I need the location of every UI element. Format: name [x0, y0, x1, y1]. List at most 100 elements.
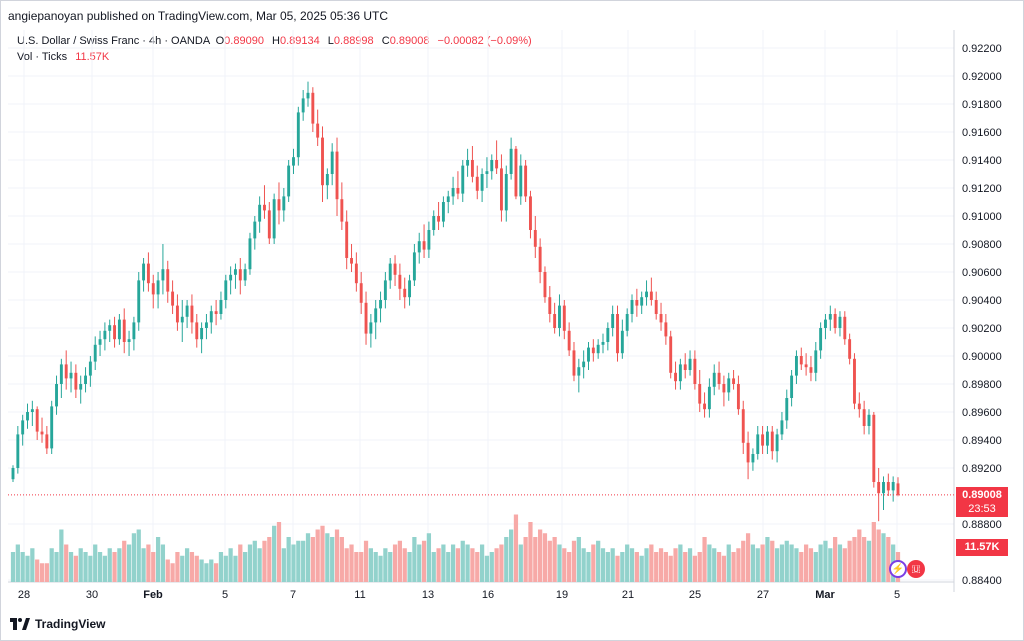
candle-body	[393, 263, 397, 275]
candle-body	[770, 431, 774, 452]
volume-bar	[794, 548, 799, 582]
volume-bar	[620, 552, 625, 582]
volume-bar	[760, 544, 765, 582]
bar-countdown: 23:53	[968, 503, 996, 515]
candle-body	[732, 378, 736, 384]
candle-body	[456, 188, 460, 194]
volume-bar	[683, 552, 688, 582]
high-value: 0.89134	[279, 35, 320, 47]
candle-body	[761, 434, 765, 446]
volume-bar	[344, 548, 349, 582]
candle-body	[345, 221, 349, 258]
candle-body	[219, 300, 223, 314]
volume-bar	[808, 548, 814, 582]
volume-bar	[64, 544, 69, 582]
candle-body	[499, 168, 503, 211]
candle-body	[596, 344, 600, 354]
candle-body	[616, 314, 619, 354]
volume-bar	[489, 552, 494, 582]
volume-bar	[30, 548, 35, 582]
candle-body	[727, 378, 731, 393]
y-tick-label: 0.91000	[962, 211, 1002, 223]
volume-bar	[842, 548, 847, 582]
tradingview-brand[interactable]: TradingView	[10, 617, 105, 631]
candle-body	[446, 196, 450, 202]
volume-bar	[218, 552, 224, 582]
lightning-icon[interactable]: ⚡	[889, 560, 907, 578]
y-tick-label: 0.89200	[962, 463, 1002, 475]
candle-body	[843, 316, 847, 340]
last-price-tag: 0.89008 23:53	[956, 487, 1008, 517]
candle-body	[40, 431, 44, 435]
volume-bar	[286, 537, 291, 582]
symbol-title[interactable]: U.S. Dollar / Swiss Franc · 4h · OANDA	[17, 35, 210, 47]
legend-main-row: U.S. Dollar / Swiss Franc · 4h · OANDA O…	[17, 33, 532, 49]
us-flag-icon[interactable]: 🇺	[907, 560, 925, 578]
volume-bar	[102, 555, 108, 582]
volume-bar	[59, 529, 64, 582]
candle-body	[659, 314, 663, 323]
candle-body	[867, 414, 871, 426]
volume-bar	[68, 552, 74, 582]
volume-bar	[625, 544, 630, 582]
volume-bar	[465, 544, 470, 582]
candle-body	[30, 409, 34, 412]
candle-body	[466, 160, 470, 166]
volume-bar	[571, 540, 577, 582]
volume-bar	[726, 544, 731, 582]
candle-body	[398, 274, 402, 289]
x-tick-label: Feb	[143, 589, 163, 601]
x-tick-label: Mar	[815, 589, 835, 601]
volume-bar	[247, 544, 253, 582]
volume-bar	[707, 544, 712, 582]
volume-bar	[504, 537, 509, 582]
volume-bar	[155, 537, 161, 582]
candle-body	[311, 92, 315, 124]
candle-body	[790, 375, 794, 398]
volume-bar	[702, 537, 707, 582]
y-tick-label: 0.90400	[962, 295, 1002, 307]
candle-body	[529, 196, 532, 230]
candle-body	[175, 305, 179, 323]
volume-bar	[165, 559, 170, 582]
candle-body	[59, 364, 63, 384]
volume-bar	[833, 537, 838, 582]
volume-bar	[257, 548, 262, 582]
y-tick-label: 0.90000	[962, 351, 1002, 363]
volume-bar	[78, 548, 83, 582]
volume-bar	[862, 537, 867, 582]
x-tick-label: 5	[222, 589, 228, 601]
volume-bar	[151, 552, 156, 582]
volume-bar	[189, 552, 195, 582]
volume-bar	[533, 537, 538, 582]
candle-body	[277, 199, 281, 211]
close-value: 0.89008	[389, 35, 430, 47]
volume-bar	[267, 537, 272, 582]
volume-bar	[596, 540, 601, 582]
volume-bar	[35, 559, 40, 582]
candle-body	[282, 196, 286, 211]
candle-body	[558, 305, 561, 328]
y-tick-label: 0.90600	[962, 267, 1002, 279]
volume-label[interactable]: Vol · Ticks	[17, 51, 68, 63]
last-price-value: 0.89008	[962, 489, 1002, 501]
candle-body	[804, 364, 808, 368]
candle-body	[113, 325, 117, 340]
close-label: C	[381, 35, 390, 47]
candle-body	[243, 269, 247, 281]
candle-body	[238, 269, 242, 281]
candle-body	[645, 291, 648, 298]
candle-body	[640, 297, 644, 306]
candle-body	[780, 420, 784, 435]
candle-body	[166, 269, 170, 292]
candle-body	[437, 216, 441, 222]
candle-body	[267, 210, 271, 239]
candle-body	[195, 322, 199, 340]
candle-body	[833, 314, 837, 328]
volume-bar	[484, 555, 490, 582]
candle-body	[712, 372, 716, 387]
candle-body	[379, 300, 382, 309]
volume-bar	[305, 533, 311, 582]
volume-bar	[600, 548, 606, 582]
